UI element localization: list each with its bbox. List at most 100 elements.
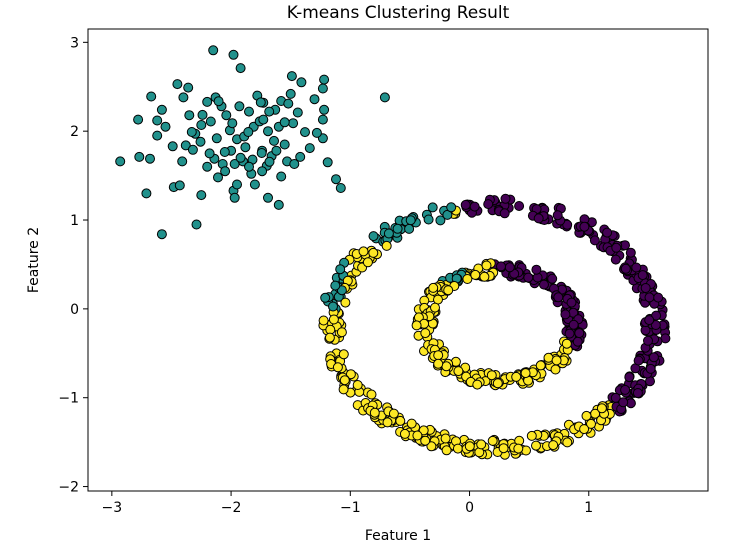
- scatter-point: [133, 114, 144, 125]
- scatter-point: [523, 272, 534, 283]
- scatter-point: [263, 192, 273, 203]
- scatter-point: [618, 397, 629, 408]
- scatter-point: [631, 262, 642, 273]
- x-tick-label: −3: [102, 500, 123, 516]
- scatter-point: [264, 156, 275, 167]
- scatter-point: [227, 118, 238, 129]
- scatter-point: [620, 263, 631, 274]
- scatter-point: [589, 235, 600, 246]
- scatter-point: [586, 418, 596, 429]
- scatter-point: [320, 292, 331, 303]
- scatter-point: [134, 151, 145, 162]
- scatter-point: [255, 97, 266, 108]
- scatter-point: [202, 96, 213, 107]
- scatter-point: [211, 133, 222, 144]
- scatter-point: [213, 96, 224, 107]
- scatter-point: [152, 130, 163, 141]
- y-tick-label: 2: [70, 124, 79, 140]
- scatter-point: [249, 179, 260, 190]
- scatter-point: [443, 285, 454, 296]
- scatter-point: [177, 156, 188, 167]
- scatter-point: [196, 190, 207, 201]
- scatter-point: [476, 439, 487, 450]
- scatter-point: [257, 166, 268, 177]
- scatter-point: [339, 375, 350, 386]
- scatter-point: [273, 199, 284, 210]
- scatter-point: [335, 183, 346, 193]
- scatter-point: [276, 171, 287, 182]
- scatter-point: [420, 328, 431, 339]
- scatter-point: [160, 121, 171, 132]
- scatter-point: [352, 380, 363, 390]
- scatter-point: [191, 219, 202, 230]
- scatter-point: [462, 274, 473, 284]
- scatter-point: [235, 152, 246, 163]
- y-tick-label: −1: [58, 391, 79, 407]
- chart-title: K-means Clustering Result: [287, 3, 510, 23]
- scatter-point: [283, 98, 294, 109]
- scatter-point: [156, 229, 167, 240]
- scatter-point: [520, 368, 531, 379]
- scatter-point: [336, 327, 347, 338]
- scatter-point: [256, 148, 267, 158]
- scatter-point: [196, 120, 207, 130]
- scatter-point: [632, 388, 643, 398]
- scatter-point: [318, 315, 329, 326]
- scatter-point: [548, 440, 559, 451]
- scatter-point: [572, 336, 583, 347]
- plot-area-frame: [87, 28, 709, 492]
- scatter-point: [653, 292, 664, 303]
- scatter-point: [539, 279, 549, 290]
- scatter-point: [285, 88, 296, 99]
- scatter-point: [152, 115, 163, 126]
- scatter-point: [243, 127, 254, 137]
- scatter-point: [420, 435, 431, 446]
- scatter-point: [404, 223, 415, 234]
- scatter-point: [562, 437, 573, 448]
- scatter-point: [195, 136, 206, 147]
- scatter-point: [637, 270, 648, 281]
- scatter-point: [412, 430, 423, 441]
- scatter-point: [643, 335, 653, 346]
- scatter-point: [487, 435, 498, 446]
- y-tick-label: 0: [70, 302, 79, 318]
- scatter-point: [405, 215, 416, 226]
- scatter-point: [602, 227, 613, 238]
- scatter-point: [492, 378, 503, 389]
- scatter-point: [235, 63, 246, 74]
- scatter-point: [499, 208, 510, 219]
- scatter-point: [644, 292, 655, 303]
- scatter-point: [433, 358, 444, 369]
- scatter-point: [362, 257, 373, 268]
- scatter-point: [309, 94, 320, 105]
- scatter-point: [479, 271, 490, 282]
- scatter-point: [596, 403, 607, 414]
- scatter-point: [581, 410, 592, 421]
- scatter-point: [645, 363, 656, 374]
- scatter-point: [453, 366, 464, 377]
- scatter-point: [610, 254, 621, 265]
- scatter-point: [292, 107, 303, 118]
- scatter-point: [244, 161, 254, 172]
- scatter-point: [511, 371, 522, 382]
- scatter-point: [368, 247, 379, 258]
- scatter-point: [504, 262, 515, 273]
- scatter-point: [446, 202, 457, 213]
- scatter-point: [535, 360, 546, 371]
- scatter-point: [513, 443, 524, 454]
- scatter-point: [279, 139, 290, 150]
- points-layer: [115, 45, 671, 460]
- scatter-point: [366, 389, 377, 400]
- scatter-point: [383, 228, 394, 239]
- scatter-point: [208, 45, 219, 56]
- x-axis: −3 −2 −1 0 1: [102, 491, 593, 516]
- x-tick-label: −1: [340, 500, 361, 516]
- scatter-point: [399, 428, 410, 439]
- x-tick-label: −2: [221, 500, 242, 516]
- scatter-point: [500, 193, 511, 204]
- scatter-point: [395, 415, 406, 426]
- scatter-point: [531, 440, 541, 451]
- scatter-point: [483, 199, 494, 210]
- scatter-point: [205, 116, 216, 127]
- scatter-point: [550, 364, 561, 375]
